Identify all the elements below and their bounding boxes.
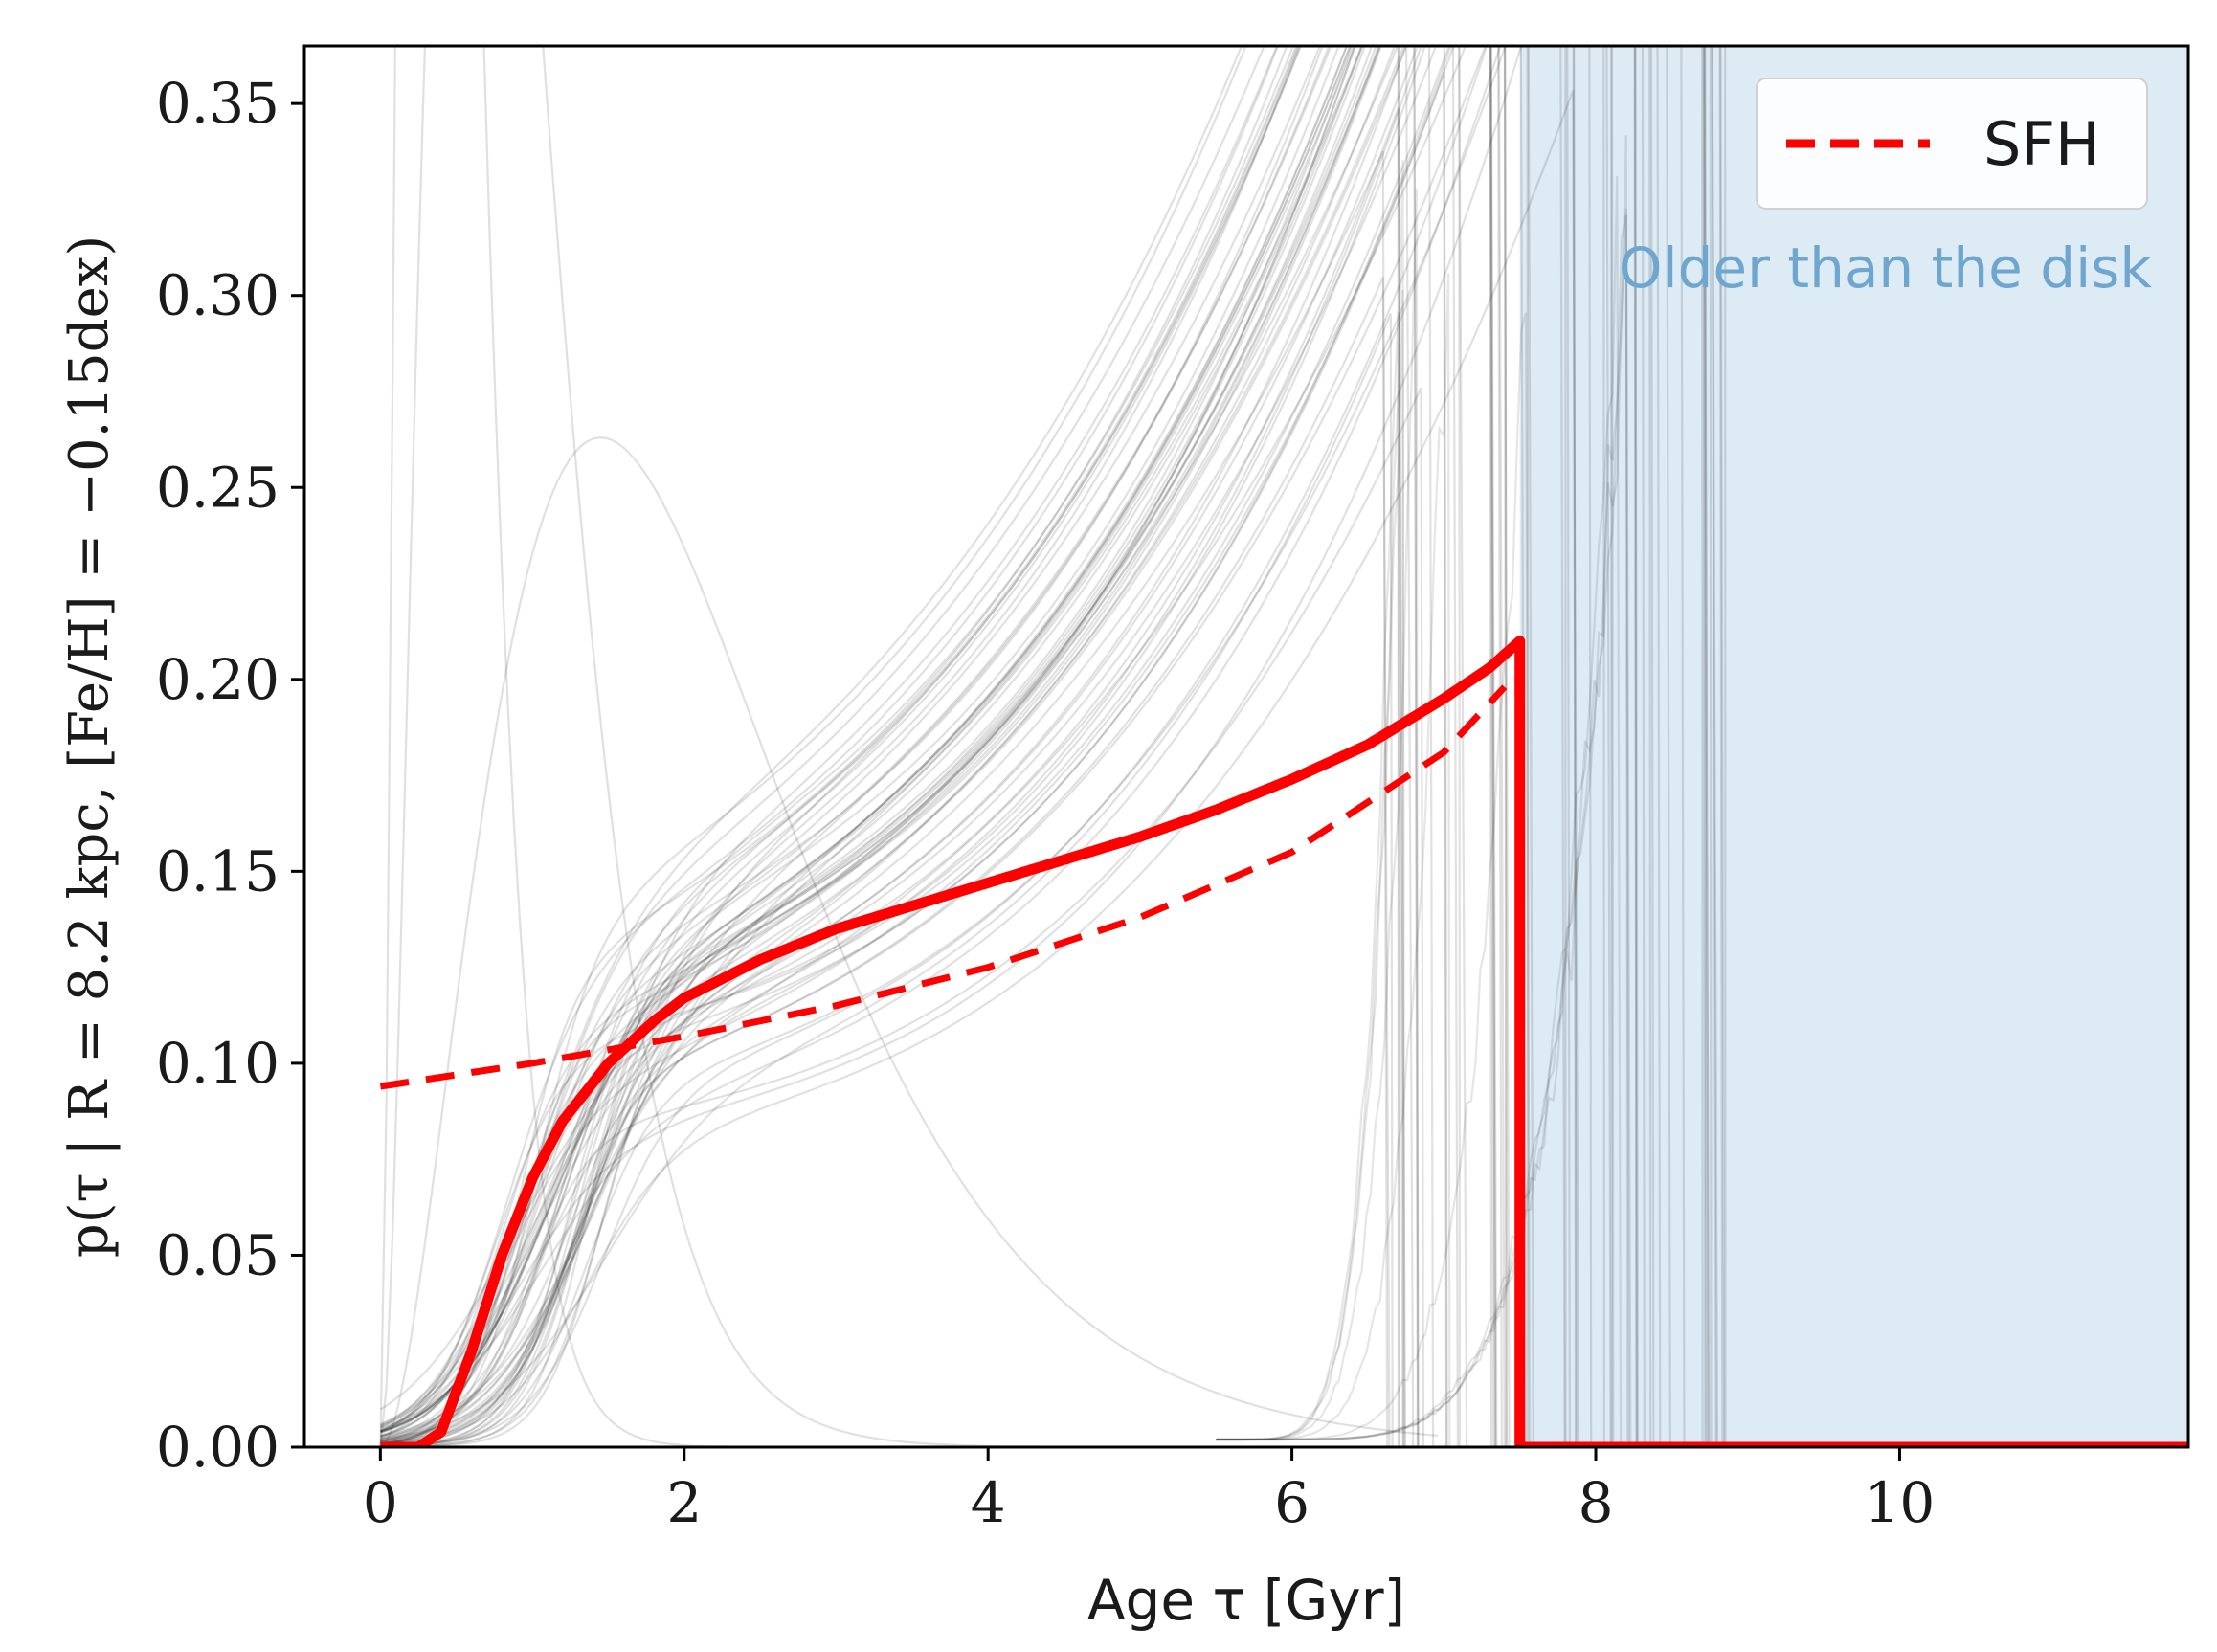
y-tick-label: 0.00	[156, 1415, 280, 1480]
sample-curve	[380, 46, 1652, 1447]
sample-curve	[380, 46, 1415, 1447]
sample-curve	[380, 46, 1566, 1447]
x-tick-label: 8	[1579, 1470, 1614, 1535]
sample-curve	[380, 46, 1724, 1447]
sample-curve	[380, 46, 1400, 1447]
x-tick-label: 0	[363, 1470, 398, 1535]
sample-curve-late	[1216, 214, 1630, 1447]
sample-curve	[380, 46, 1710, 1447]
sample-curve	[380, 46, 1726, 1447]
y-tick-label: 0.15	[156, 838, 280, 904]
sample-curve-outlier	[379, 46, 1438, 1447]
sample-curve-late	[1216, 208, 1632, 1447]
sample-curve-late	[1216, 312, 1532, 1447]
sample-curve	[379, 46, 1655, 1447]
sample-curve	[380, 277, 1391, 1447]
sample-curve	[380, 46, 1638, 1447]
sample-curve	[380, 46, 1498, 1447]
sample-curve	[380, 46, 1646, 1447]
sample-curve	[380, 46, 1497, 1447]
sample-curve	[379, 46, 1527, 1447]
sample-curve	[380, 46, 1461, 1447]
sample-curve-late	[1216, 311, 1400, 1447]
legend-label-sfh: SFH	[1983, 109, 2100, 179]
plot-frame	[302, 44, 2190, 1449]
y-tick-label: 0.20	[156, 647, 280, 712]
sample-curve	[380, 387, 1425, 1447]
series-line-posterior-mean	[378, 636, 2188, 1447]
sample-curve-late	[1216, 289, 1406, 1447]
x-tick-label: 2	[666, 1470, 702, 1535]
sample-curve	[380, 46, 1419, 1447]
sample-curve	[380, 46, 1509, 1447]
y-tick-label: 0.30	[156, 263, 280, 328]
sample-curve	[380, 46, 1615, 1447]
sample-curve-late	[1216, 188, 1420, 1447]
shaded-region-older-than-disk	[1519, 46, 2188, 1447]
sample-curve	[380, 46, 1707, 1447]
sample-curve	[380, 46, 1506, 1447]
sample-curve	[379, 46, 1671, 1447]
sample-curve-outlier	[379, 46, 1438, 1447]
sample-curve	[380, 46, 1511, 1447]
sample-curve	[379, 71, 1448, 1447]
y-tick-label: 0.10	[156, 1031, 280, 1096]
sample-curve-outlier	[379, 436, 1439, 1447]
sample-curve	[380, 46, 1612, 1447]
x-tick-label: 10	[1865, 1470, 1936, 1535]
sample-curve	[380, 46, 1420, 1447]
y-tick-label: 0.05	[156, 1222, 280, 1287]
sample-curve	[380, 46, 1686, 1447]
sample-curve	[380, 46, 1435, 1447]
sample-curve	[380, 150, 1389, 1447]
sample-curve	[380, 46, 1530, 1447]
sample-curve	[380, 46, 1578, 1447]
sample-curve	[380, 46, 1640, 1447]
sample-curve	[380, 46, 1711, 1447]
sample-curve	[380, 46, 1534, 1447]
sample-curve-late	[1216, 135, 1629, 1447]
sample-curve	[380, 46, 1503, 1447]
sample-curve	[380, 46, 1567, 1447]
sample-curve-late	[1216, 175, 1623, 1447]
sample-curve	[379, 107, 1407, 1447]
sample-curve	[380, 46, 1495, 1447]
sample-curve	[380, 90, 1580, 1447]
sample-curve	[380, 46, 1508, 1447]
y-tick-label: 0.25	[156, 455, 280, 520]
y-tick-label: 0.35	[156, 71, 280, 136]
sample-curve	[380, 46, 1704, 1447]
sample-curve	[380, 46, 1493, 1447]
shaded-region-layer	[1519, 46, 2188, 1447]
legend: SFH	[1756, 78, 2148, 210]
sample-curve	[380, 46, 1727, 1447]
x-tick-label: 6	[1274, 1470, 1310, 1535]
series-layer	[378, 636, 2188, 1447]
sample-curve	[380, 46, 1593, 1447]
sample-curve	[380, 46, 1497, 1447]
sample-curves-layer	[379, 46, 1727, 1447]
sample-curve-late	[1216, 160, 1405, 1447]
sample-curve	[379, 46, 1571, 1447]
y-axis-label: p(τ | R = 8.2 kpc, [Fe/H] = −0.15dex)	[58, 235, 121, 1258]
sample-curve	[379, 46, 1605, 1447]
series-line-sfh	[379, 684, 1508, 1090]
sample-curve	[380, 46, 1448, 1447]
sample-curve	[380, 46, 1578, 1447]
sample-curve	[380, 46, 1717, 1447]
shaded-region-label: Older than the disk	[1619, 235, 2153, 301]
ticks-layer: 0 2 4 6 8 10 0.00 0.05 0.10 0.15 0.20 0.25 0.30 0.35	[156, 71, 1935, 1535]
sample-curve	[380, 46, 1713, 1447]
legend-box	[1756, 78, 2148, 210]
sample-curve-late	[1216, 273, 1451, 1447]
sample-curve	[380, 46, 1459, 1447]
x-tick-label: 4	[971, 1470, 1006, 1535]
sample-curve	[380, 46, 1404, 1447]
x-axis-label: Age τ [Gyr]	[1087, 1568, 1405, 1633]
